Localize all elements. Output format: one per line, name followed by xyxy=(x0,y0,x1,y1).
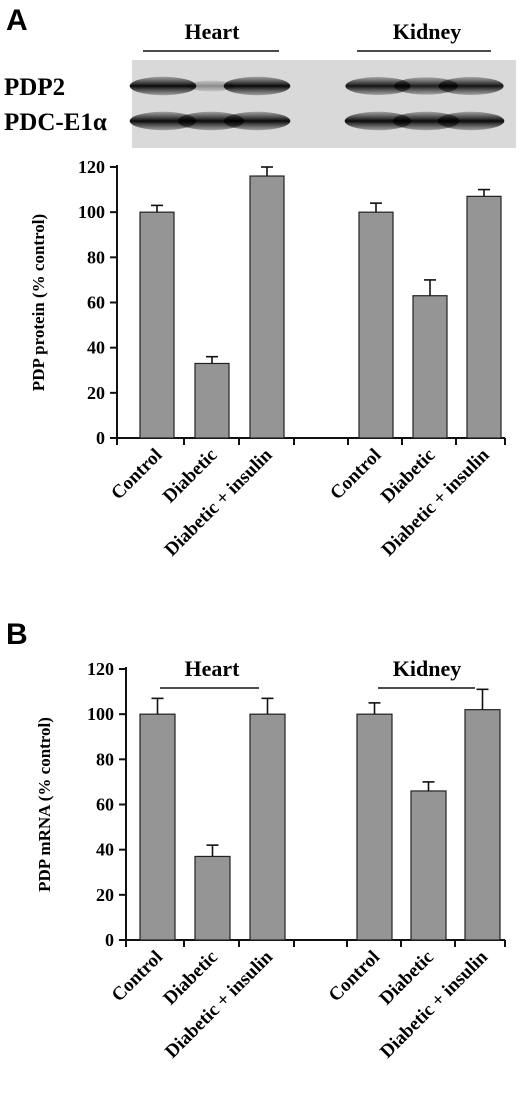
blot-band-pdc-e1a-lane-3 xyxy=(223,111,291,131)
bar-b-3 xyxy=(249,713,286,941)
bar-b-1 xyxy=(139,713,176,941)
blot-bands xyxy=(129,76,505,131)
y-tick-label-b-100: 100 xyxy=(87,704,114,724)
category-label-b-4: Control xyxy=(325,947,384,1006)
y-tick-label-b-80: 80 xyxy=(96,749,114,769)
y-tick-label-a-40: 40 xyxy=(87,338,105,358)
blot-row-label-pdc-e1a: PDC-E1α xyxy=(4,109,107,136)
y-tick-label-b-40: 40 xyxy=(96,840,114,860)
category-label-a-4: Control xyxy=(326,445,385,504)
panel-a-letter: A xyxy=(6,4,28,37)
panel-b-letter: B xyxy=(6,618,28,651)
blot-band-pdc-e1a-lane-4 xyxy=(344,111,412,131)
panel-b-group-labels: Heart Kidney xyxy=(160,656,475,689)
chart-panel-a: 0 20 40 60 80 100 120 PDP protein (% control) Co… xyxy=(29,157,506,561)
bar-b-4 xyxy=(356,713,393,941)
y-tick-label-a-100: 100 xyxy=(78,202,105,222)
category-label-b-1: Control xyxy=(108,947,167,1006)
bar-a-3 xyxy=(249,175,285,439)
y-axis-label-b: PDP mRNA (% control) xyxy=(35,717,54,892)
blot-band-pdp2-lane-5 xyxy=(394,77,458,95)
blot-band-pdc-e1a-lane-2 xyxy=(177,111,245,131)
y-tick-label-b-60: 60 xyxy=(96,795,114,815)
panel-b-kidney-label: Kidney xyxy=(393,656,461,681)
y-axis-label-a: PDP protein (% control) xyxy=(29,214,48,391)
blot-band-pdp2-lane-2 xyxy=(187,80,235,92)
blot-band-pdc-e1a-lane-1 xyxy=(129,111,197,131)
y-tick-label-a-80: 80 xyxy=(87,247,105,267)
blot-band-pdp2-lane-6 xyxy=(438,77,504,95)
blot-heart-label: Heart xyxy=(185,19,241,44)
bar-a-6 xyxy=(466,195,502,439)
blot-band-pdp2-lane-3 xyxy=(223,76,291,96)
category-label-a-1: Control xyxy=(107,445,166,504)
blot-band-pdp2-lane-1 xyxy=(129,76,197,96)
y-tick-label-a-60: 60 xyxy=(87,293,105,313)
bar-a-1 xyxy=(139,211,175,439)
western-blot: Heart Kidney PDP2 PDC-E1α xyxy=(4,19,516,148)
chart-panel-b: 0 20 40 60 80 100 120 PDP mRNA (% control) Contr… xyxy=(35,659,506,1063)
bar-b-5 xyxy=(410,790,447,941)
panel-b-heart-label: Heart xyxy=(185,656,241,681)
y-tick-label-a-0: 0 xyxy=(96,428,105,448)
y-tick-label-b-0: 0 xyxy=(105,930,114,950)
y-tick-label-b-20: 20 xyxy=(96,885,114,905)
y-tick-label-b-120: 120 xyxy=(87,659,114,679)
blot-kidney-label: Kidney xyxy=(393,19,461,44)
y-tick-label-a-120: 120 xyxy=(78,157,105,177)
blot-band-pdc-e1a-lane-6 xyxy=(437,111,505,131)
blot-band-pdp2-lane-4 xyxy=(345,77,411,95)
bar-b-2 xyxy=(194,855,231,941)
blot-membrane xyxy=(132,60,516,148)
bar-a-5 xyxy=(412,295,448,439)
y-tick-label-a-20: 20 xyxy=(87,383,105,403)
bar-a-2 xyxy=(194,362,230,439)
blot-row-label-pdp2: PDP2 xyxy=(4,74,65,101)
bar-b-6 xyxy=(464,709,501,941)
bar-a-4 xyxy=(358,211,394,439)
